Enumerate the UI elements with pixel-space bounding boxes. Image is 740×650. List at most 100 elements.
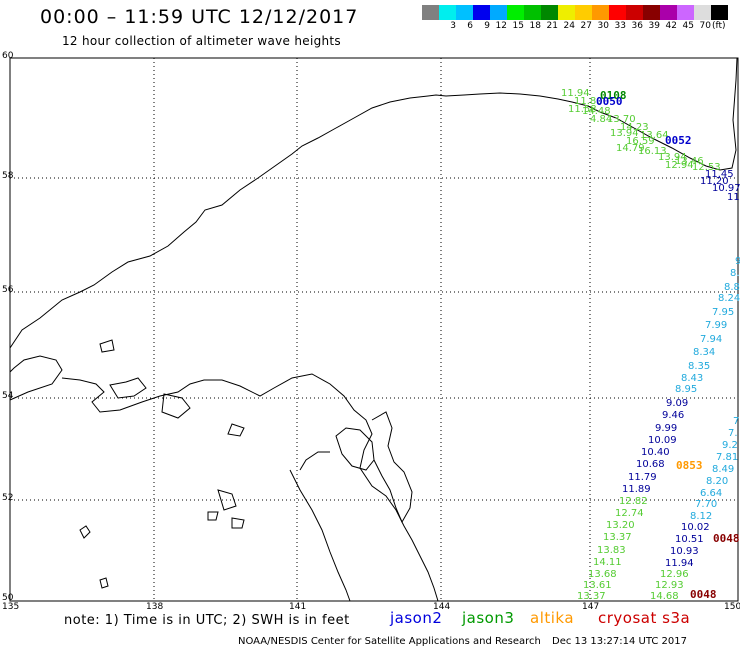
pass-id-label: 0108 (600, 89, 627, 102)
blue-bottom-value: 10.51 (675, 534, 704, 545)
color-scale-label: 6 (467, 21, 473, 31)
blue-top-value: 10.97 (712, 183, 740, 194)
color-scale-label: 36 (631, 21, 643, 31)
lat-label-52: 52 (2, 493, 14, 503)
green-bottom-value: 13.68 (588, 569, 617, 580)
green-top-value: 12.53 (692, 162, 721, 173)
cyan-bottom-value: 8.20 (706, 476, 729, 487)
green-bottom-value: 13.83 (597, 545, 626, 556)
green-bottom-value: 13.37 (577, 591, 606, 602)
green-top-value: 13.94 (610, 128, 639, 139)
green-top-value: 13.70 (607, 114, 636, 125)
green-top-value: 13.94 (658, 152, 687, 163)
color-scale-label: 42 (665, 21, 677, 31)
map-frame (9, 57, 739, 602)
pass-id-label: 0048 (690, 588, 717, 601)
color-scale-swatch (422, 5, 439, 20)
color-scale-swatch (541, 5, 558, 20)
green-bottom-value: 14.11 (593, 557, 622, 568)
coastline-sakhalin (335, 411, 413, 524)
color-scale-unit: (ft) (712, 21, 726, 31)
coastline-mainland (9, 57, 738, 349)
cyan-right-value: 8.24 (718, 293, 740, 304)
lon-label-147: 147 (582, 602, 600, 612)
color-scale-label: 12 (495, 21, 507, 31)
color-scale-label: 24 (563, 21, 575, 31)
color-scale-label: 9 (484, 21, 490, 31)
lat-label-58: 58 (2, 171, 14, 181)
pass-id-label: 0050 (596, 95, 623, 108)
green-bottom2-value: 14.68 (650, 591, 679, 602)
color-scale-label: 39 (648, 21, 660, 31)
green-top-value: 14.79 (616, 143, 645, 154)
green-bottom-value: 13.61 (583, 580, 612, 591)
green-top-value: 16.13 (638, 146, 667, 157)
cyan-right-value: 8.95 (675, 384, 698, 395)
coastline-south (9, 355, 439, 602)
blue-mid-value: 9.46 (662, 410, 685, 421)
cyan-right-value: 8.34 (693, 347, 716, 358)
credit-text: NOAA/NESDIS Center for Satellite Applica… (238, 636, 541, 647)
blue-top-value: 11.45 (705, 169, 734, 180)
footer-note: note: 1) Time is in UTC; 2) SWH is in fe… (64, 613, 350, 628)
map-title: 00:00 – 11:59 UTC 12/12/2017 (40, 6, 359, 28)
cyan-right-value: 8.35 (688, 361, 711, 372)
blue-mid-value: 9.99 (655, 423, 678, 434)
cyan-right-value: 9 (735, 256, 740, 267)
color-scale-swatch (592, 5, 609, 20)
cyan-right-value: 7.99 (705, 320, 728, 331)
color-scale-label: 70 (699, 21, 711, 31)
pass-id-label: 0048 (713, 532, 740, 545)
blue-top-value: 11 (727, 192, 740, 203)
green-top-value: 11.58 (568, 104, 597, 115)
lon-label-138: 138 (146, 602, 164, 612)
blue-bottom-value: 10.02 (681, 522, 710, 533)
graticule (10, 58, 738, 601)
color-scale-label: 27 (580, 21, 592, 31)
cyan-bottom-value: 7. (733, 416, 740, 427)
color-scale-swatch (677, 5, 694, 20)
cyan-bottom-value: 6.64 (700, 488, 723, 499)
lon-label-141: 141 (289, 602, 307, 612)
green-top-value: 13.64 (640, 130, 669, 141)
blue-bottom-value: 10.93 (670, 546, 699, 557)
lon-label-144: 144 (433, 602, 451, 612)
color-scale-swatch (456, 5, 473, 20)
green-top-value: 11.94 (561, 88, 590, 99)
color-scale-swatch (643, 5, 660, 20)
cyan-bottom-value: 7. (728, 428, 738, 439)
green-top-value: 12.94 (665, 160, 694, 171)
color-scale-swatch (626, 5, 643, 20)
color-scale-swatch (490, 5, 507, 20)
green-top-value: 14.23 (620, 122, 649, 133)
color-scale-swatch (660, 5, 677, 20)
timestamp-text: Dec 13 13:27:14 UTC 2017 (552, 636, 687, 647)
color-scale (422, 5, 728, 20)
blue-mid-value: 10.40 (641, 447, 670, 458)
green-top-value: 14.48 (582, 106, 611, 117)
cyan-right-value: 8. (730, 268, 740, 279)
cyan-bottom-value: 8.12 (690, 511, 713, 522)
legend-altika: altika (530, 609, 575, 627)
lat-label-56: 56 (2, 285, 14, 295)
cyan-right-value: 7.95 (712, 307, 735, 318)
lat-label-50: 50 (2, 593, 14, 603)
green-top-value: 11.80 (574, 96, 603, 107)
legend-jason2: jason2 (390, 609, 443, 627)
blue-mid-value: 11.89 (622, 484, 651, 495)
color-scale-label: 45 (682, 21, 694, 31)
cyan-bottom-value: 7.81 (716, 452, 739, 463)
green-top-value: 13.46 (675, 156, 704, 167)
color-scale-label: 15 (512, 21, 524, 31)
color-scale-swatch (507, 5, 524, 20)
legend-jason3: jason3 (462, 609, 515, 627)
blue-mid-value: 10.09 (648, 435, 677, 446)
green-top-value: 16.59 (626, 136, 655, 147)
cyan-bottom-value: 7.70 (695, 499, 718, 510)
green-bottom-value: 12.82 (619, 496, 648, 507)
color-scale-swatch (524, 5, 541, 20)
legend-cryosat: cryosat s3a (598, 609, 691, 627)
lon-label-135: 135 (2, 602, 20, 612)
green-bottom2-value: 12.96 (660, 569, 689, 580)
